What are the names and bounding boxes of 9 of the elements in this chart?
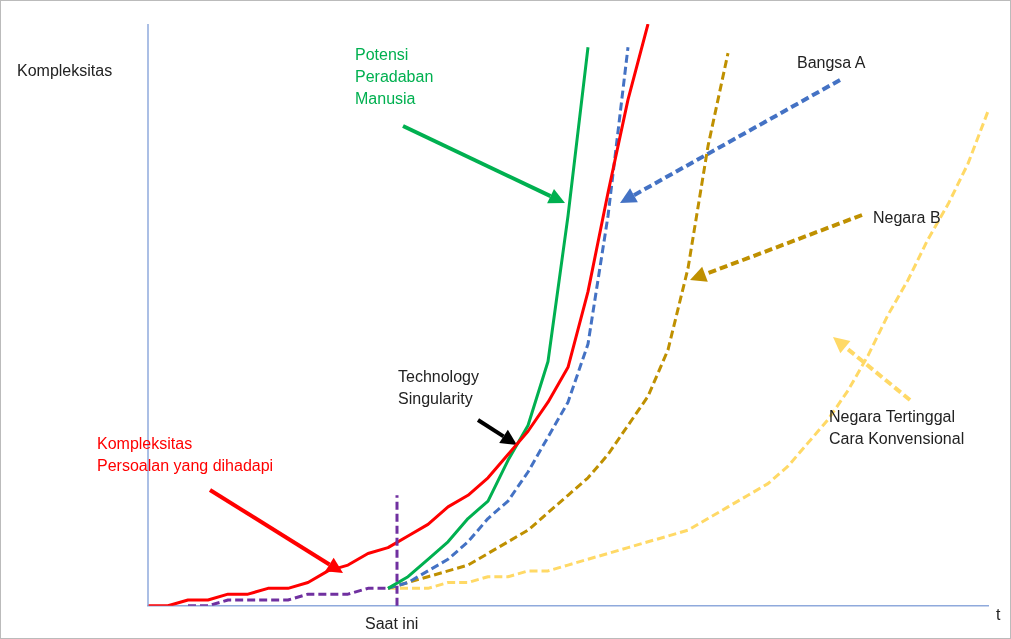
annotation: Technology Singularity	[398, 367, 479, 409]
text: Kompleksitas Persoalan yang dihadapi	[97, 434, 274, 476]
x-axis-title: t	[996, 605, 1001, 625]
text: Saat ini	[365, 614, 419, 634]
y-axis-title: Kompleksitas	[17, 61, 113, 81]
text: Potensi Peradaban Manusia	[355, 45, 434, 109]
series-label: Negara Tertinggal Cara Konvensional	[829, 407, 965, 449]
text: Bangsa A	[797, 53, 866, 73]
text: Negara B	[873, 208, 941, 228]
